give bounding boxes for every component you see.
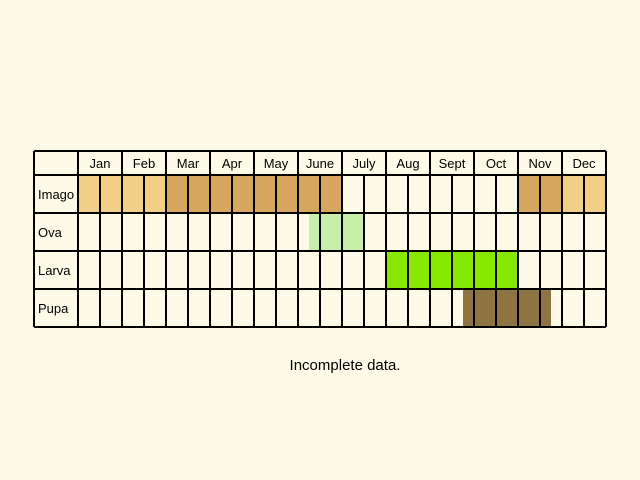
stage-label-imago: Imago <box>38 187 74 202</box>
month-label-feb: Feb <box>133 156 155 171</box>
chart-caption: Incomplete data. <box>289 357 401 374</box>
stage-label-ova: Ova <box>38 225 63 240</box>
month-label-mar: Mar <box>177 156 200 171</box>
month-label-sept: Sept <box>439 156 466 171</box>
month-label-july: July <box>352 156 376 171</box>
activity-bar-pupa-0 <box>463 289 551 327</box>
month-label-apr: Apr <box>222 156 243 171</box>
month-label-nov: Nov <box>528 156 552 171</box>
calendar-grid <box>33 150 607 328</box>
stage-label-pupa: Pupa <box>38 301 69 316</box>
month-label-aug: Aug <box>396 156 419 171</box>
month-label-oct: Oct <box>486 156 507 171</box>
activity-bar-ova-0 <box>309 213 364 251</box>
month-label-dec: Dec <box>572 156 596 171</box>
month-label-may: May <box>264 156 289 171</box>
calendar-labels: Jan Feb Mar Apr May June July Aug Sept Oct Nov Dec I… <box>38 156 596 316</box>
month-label-jan: Jan <box>90 156 111 171</box>
stage-label-larva: Larva <box>38 263 71 278</box>
month-label-june: June <box>306 156 334 171</box>
